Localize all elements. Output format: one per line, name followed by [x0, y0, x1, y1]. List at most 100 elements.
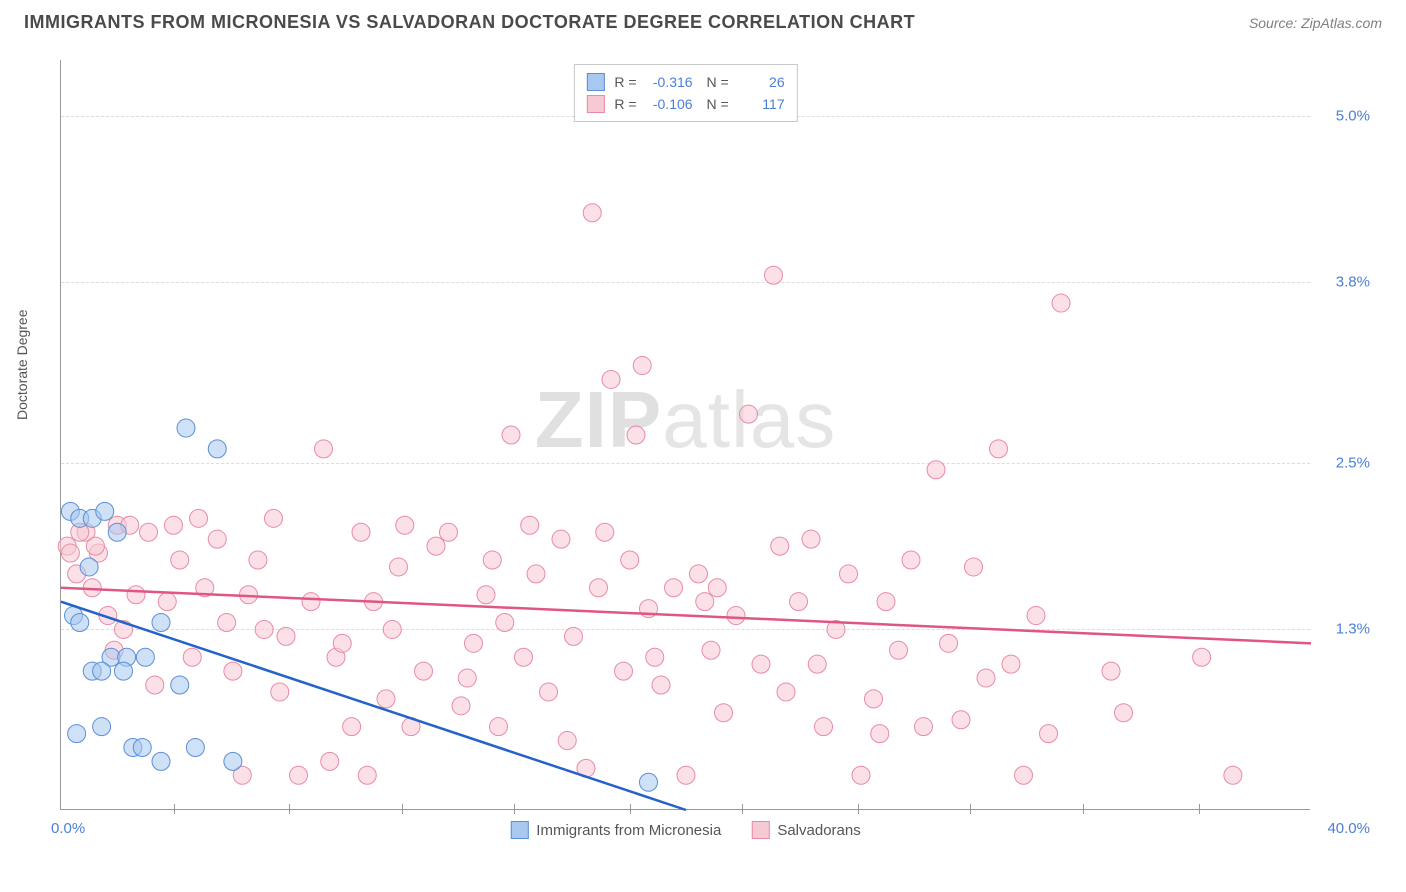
r-label: R = [614, 71, 636, 93]
data-point [540, 683, 558, 701]
data-point [290, 766, 308, 784]
data-point [171, 551, 189, 569]
data-point [590, 579, 608, 597]
series-legend: Immigrants from Micronesia Salvadorans [510, 821, 860, 839]
data-point [915, 718, 933, 736]
data-point [208, 440, 226, 458]
series-1-swatch [586, 73, 604, 91]
data-point [646, 648, 664, 666]
data-point [602, 370, 620, 388]
data-point [171, 676, 189, 694]
data-point [552, 530, 570, 548]
data-point [852, 766, 870, 784]
data-point [186, 739, 204, 757]
data-point [871, 725, 889, 743]
data-point [708, 579, 726, 597]
data-point [80, 558, 98, 576]
data-point [1002, 655, 1020, 673]
data-point [315, 440, 333, 458]
data-point [96, 502, 114, 520]
legend-label-2: Salvadorans [777, 822, 860, 839]
data-point [249, 551, 267, 569]
data-point [1115, 704, 1133, 722]
chart-title: IMMIGRANTS FROM MICRONESIA VS SALVADORAN… [24, 12, 915, 33]
data-point [502, 426, 520, 444]
data-point [218, 614, 236, 632]
data-point [990, 440, 1008, 458]
data-point [190, 509, 208, 527]
data-point [715, 704, 733, 722]
data-point [224, 662, 242, 680]
data-point [1224, 766, 1242, 784]
data-point [652, 676, 670, 694]
data-point [146, 676, 164, 694]
data-point [977, 669, 995, 687]
data-point [490, 718, 508, 736]
data-point [133, 739, 151, 757]
data-point [477, 586, 495, 604]
data-point [952, 711, 970, 729]
data-point [777, 683, 795, 701]
data-point [690, 565, 708, 583]
data-point [271, 683, 289, 701]
data-point [255, 620, 273, 638]
data-point [815, 718, 833, 736]
data-point [790, 593, 808, 611]
data-point [752, 655, 770, 673]
correlation-row-1: R = -0.316 N = 26 [586, 71, 784, 93]
legend-item-1: Immigrants from Micronesia [510, 821, 721, 839]
r-label: R = [614, 93, 636, 115]
data-point [965, 558, 983, 576]
data-point [152, 752, 170, 770]
x-tick-min: 0.0% [51, 820, 85, 837]
data-point [1027, 607, 1045, 625]
legend-swatch-1 [510, 821, 528, 839]
data-point [208, 530, 226, 548]
data-point [265, 509, 283, 527]
series-2-r: -0.106 [647, 93, 693, 115]
data-point [136, 648, 154, 666]
data-point [127, 586, 145, 604]
data-point [677, 766, 695, 784]
data-point [440, 523, 458, 541]
data-point [902, 551, 920, 569]
data-point [224, 752, 242, 770]
data-point [115, 662, 133, 680]
legend-label-1: Immigrants from Micronesia [536, 822, 721, 839]
data-point [640, 773, 658, 791]
y-tick-label: 3.8% [1336, 274, 1370, 291]
data-point [93, 662, 111, 680]
data-point [165, 516, 183, 534]
data-point [68, 725, 86, 743]
data-point [71, 614, 89, 632]
legend-swatch-2 [751, 821, 769, 839]
data-point [177, 419, 195, 437]
y-tick-label: 5.0% [1336, 107, 1370, 124]
data-point [302, 593, 320, 611]
data-point [615, 662, 633, 680]
data-point [802, 530, 820, 548]
data-point [333, 634, 351, 652]
series-2-n: 117 [739, 93, 785, 115]
scatter-plot [61, 60, 1310, 809]
data-point [840, 565, 858, 583]
series-2-swatch [586, 95, 604, 113]
data-point [521, 516, 539, 534]
data-point [927, 461, 945, 479]
data-point [483, 551, 501, 569]
data-point [665, 579, 683, 597]
data-point [1102, 662, 1120, 680]
data-point [183, 648, 201, 666]
data-point [158, 593, 176, 611]
y-tick-label: 2.5% [1336, 454, 1370, 471]
data-point [343, 718, 361, 736]
data-point [621, 551, 639, 569]
chart-header: IMMIGRANTS FROM MICRONESIA VS SALVADORAN… [0, 0, 1406, 37]
data-point [527, 565, 545, 583]
correlation-row-2: R = -0.106 N = 117 [586, 93, 784, 115]
data-point [696, 593, 714, 611]
data-point [1193, 648, 1211, 666]
legend-item-2: Salvadorans [751, 821, 860, 839]
data-point [558, 732, 576, 750]
data-point [565, 627, 583, 645]
